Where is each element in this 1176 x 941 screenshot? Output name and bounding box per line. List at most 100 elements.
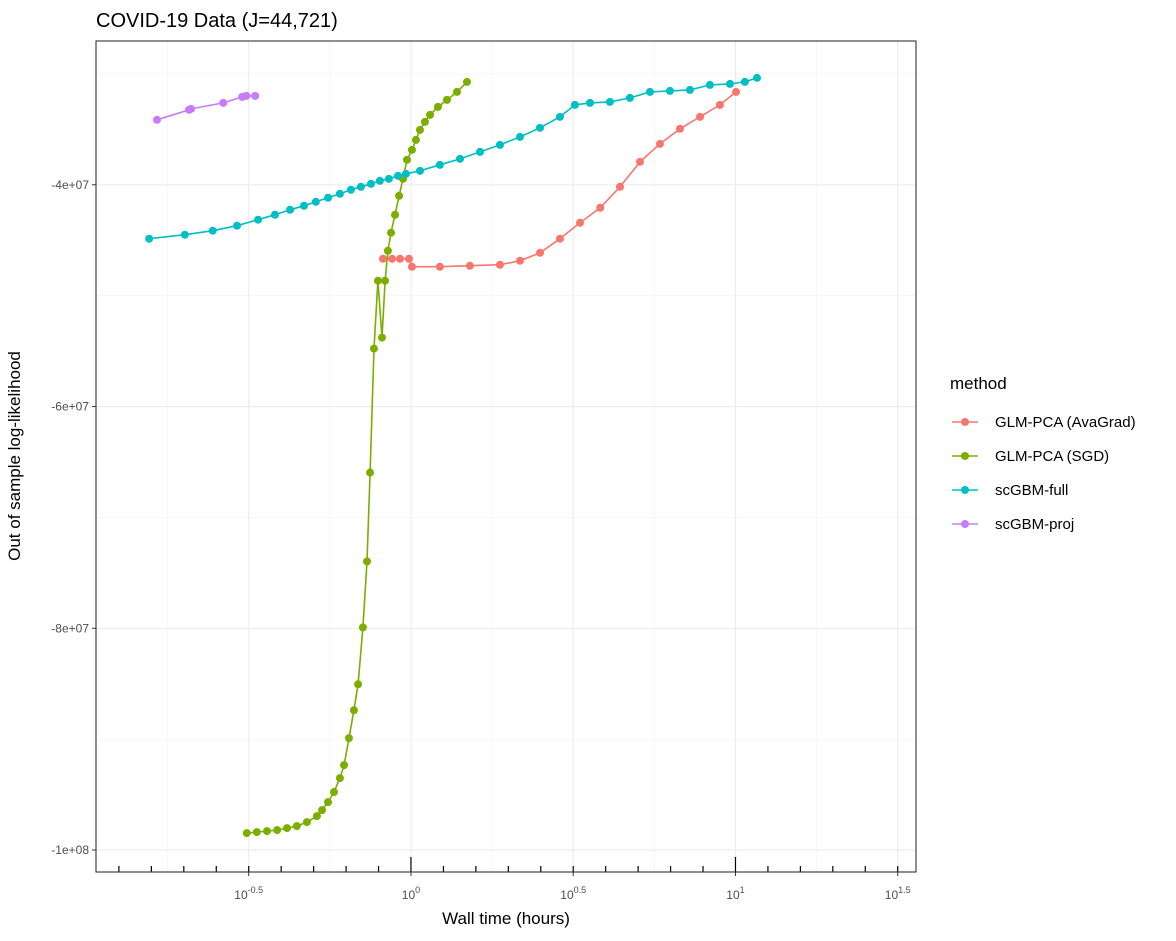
data-point: [286, 205, 295, 214]
data-point: [346, 185, 355, 194]
data-point: [302, 818, 311, 827]
y-axis-title: Out of sample log-likelihood: [5, 351, 24, 561]
x-tick-exponent: 1.5: [898, 885, 911, 895]
data-point: [393, 171, 402, 180]
data-point: [404, 254, 413, 263]
data-point: [283, 824, 292, 833]
legend-title: method: [950, 374, 1007, 393]
data-point: [495, 140, 504, 149]
data-point: [387, 228, 396, 237]
data-point: [465, 261, 474, 270]
data-point: [395, 191, 404, 200]
data-point: [335, 774, 344, 783]
data-point: [254, 215, 263, 224]
data-point: [384, 174, 393, 183]
chart-title: COVID-19 Data (J=44,721): [96, 10, 338, 32]
data-point: [411, 135, 420, 144]
x-tick-exponent: 0: [415, 885, 420, 895]
x-tick-exponent: 0.5: [574, 885, 587, 895]
y-tick-label: -6e+07: [51, 400, 89, 414]
x-tick-base: 10: [560, 888, 574, 902]
data-point: [696, 112, 705, 121]
data-point: [292, 822, 301, 831]
data-point: [375, 176, 384, 185]
data-point: [462, 77, 471, 86]
x-tick-label: 101.5: [885, 885, 911, 902]
data-point: [252, 828, 261, 837]
data-point: [435, 160, 444, 169]
x-axis-title: Wall time (hours): [442, 909, 570, 928]
y-tick-label: -1e+08: [51, 843, 89, 857]
legend-label: GLM-PCA (AvaGrad): [995, 414, 1136, 431]
data-point: [299, 201, 308, 210]
data-point: [318, 806, 327, 815]
data-point: [233, 221, 242, 230]
data-point: [555, 112, 564, 121]
data-point: [407, 262, 416, 271]
x-tick-base: 10: [402, 888, 416, 902]
data-point: [535, 123, 544, 132]
x-tick-base: 10: [726, 888, 740, 902]
data-point: [625, 93, 634, 102]
data-point: [145, 234, 154, 243]
x-tick-label: 100.5: [560, 885, 586, 902]
x-tick-label: 101: [726, 885, 744, 902]
x-tick-label: 100: [402, 885, 420, 902]
data-point: [420, 117, 429, 126]
data-point: [675, 124, 684, 133]
data-point: [262, 827, 271, 836]
data-point: [435, 262, 444, 271]
data-point: [366, 468, 375, 477]
data-point: [312, 812, 321, 821]
data-point: [455, 154, 464, 163]
data-point: [329, 788, 338, 797]
data-point: [615, 182, 624, 191]
data-point: [358, 623, 367, 632]
data-point: [401, 169, 410, 178]
data-point: [570, 100, 579, 109]
legend-label: GLM-PCA (SGD): [995, 448, 1109, 465]
data-point: [740, 77, 749, 86]
data-point: [180, 230, 189, 239]
data-point: [381, 276, 390, 285]
data-point: [242, 829, 251, 838]
data-point: [395, 254, 404, 263]
data-point: [645, 87, 654, 96]
data-point: [153, 115, 162, 124]
y-tick-label: -4e+07: [51, 178, 89, 192]
data-point: [242, 91, 251, 100]
data-point: [187, 104, 196, 113]
data-point: [685, 85, 694, 94]
legend-label: scGBM-full: [995, 482, 1068, 499]
data-point: [555, 234, 564, 243]
data-point: [323, 798, 332, 807]
data-point: [273, 826, 282, 835]
data-point: [349, 706, 358, 715]
data-point: [402, 155, 411, 164]
data-point: [605, 97, 614, 106]
data-point: [379, 254, 388, 263]
data-point: [323, 193, 332, 202]
data-point: [585, 98, 594, 107]
data-point: [219, 98, 228, 107]
data-point: [705, 80, 714, 89]
data-point: [344, 734, 353, 743]
panel-border: [95, 40, 917, 873]
x-tick-base: 10: [234, 888, 248, 902]
data-point: [354, 680, 363, 689]
data-point: [752, 73, 761, 82]
data-point: [251, 91, 260, 100]
data-point: [442, 95, 451, 104]
legend-dot: [961, 486, 969, 494]
data-point: [377, 333, 386, 342]
data-point: [433, 102, 442, 111]
data-point: [391, 210, 400, 219]
data-point: [366, 179, 375, 188]
legend-dot: [961, 418, 969, 426]
x-tick-exponent: -0.5: [248, 885, 264, 895]
data-point: [387, 254, 396, 263]
data-point: [596, 203, 605, 212]
data-point: [407, 145, 416, 154]
